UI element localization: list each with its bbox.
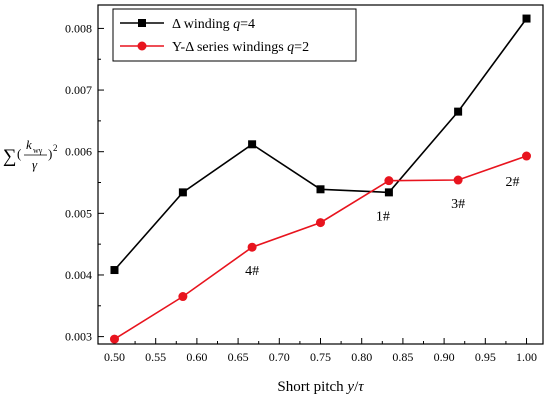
data-point-marker bbox=[109, 334, 119, 344]
x-tick-label: 0.75 bbox=[310, 350, 331, 364]
data-point-marker bbox=[110, 266, 119, 275]
series-0 bbox=[110, 14, 531, 275]
y-tick-label: 0.008 bbox=[65, 21, 92, 35]
y-label-close-paren: ) bbox=[48, 146, 52, 161]
data-point-marker bbox=[248, 140, 257, 149]
legend-label-part: Y-Δ series windings bbox=[172, 40, 287, 55]
legend-label-part: =4 bbox=[240, 17, 255, 32]
plot-frame bbox=[97, 4, 544, 345]
x-tick-label: 0.85 bbox=[392, 350, 413, 364]
x-tick-label: 1.00 bbox=[516, 350, 537, 364]
x-label-part: τ bbox=[358, 379, 364, 395]
y-label-open-paren: ( bbox=[17, 146, 21, 161]
y-label-numerator: k bbox=[26, 137, 32, 152]
y-tick-label: 0.003 bbox=[65, 330, 92, 344]
legend-label-part: q bbox=[287, 40, 294, 55]
legend-label-part: Δ winding bbox=[172, 17, 233, 32]
point-annotation: 2# bbox=[506, 175, 520, 190]
data-point-marker bbox=[178, 188, 187, 197]
series-1 bbox=[109, 151, 532, 344]
x-tick-label: 0.95 bbox=[475, 350, 496, 364]
data-point-marker bbox=[178, 292, 188, 302]
data-point-marker bbox=[316, 218, 325, 228]
x-tick-label: 0.60 bbox=[186, 350, 207, 364]
data-point-marker bbox=[247, 242, 257, 252]
x-label-part: y bbox=[345, 379, 354, 395]
y-tick-label: 0.005 bbox=[65, 206, 92, 220]
series-layer bbox=[109, 14, 532, 344]
point-annotation: 1# bbox=[376, 209, 390, 224]
data-point-marker bbox=[384, 176, 394, 186]
x-tick-label: 0.70 bbox=[269, 350, 290, 364]
point-annotation: 3# bbox=[451, 197, 465, 212]
data-point-marker bbox=[384, 188, 393, 197]
legend-label: Y-Δ series windings q=2 bbox=[172, 40, 309, 55]
y-label-denominator: γ bbox=[32, 157, 38, 172]
y-axis-label: ∑ ( k wγ γ ) 2 bbox=[3, 137, 58, 172]
x-axis-label: Short pitch y/τ bbox=[277, 379, 364, 395]
x-label-part: Short pitch bbox=[277, 379, 347, 395]
data-point-marker bbox=[453, 175, 463, 185]
legend-label-part: q bbox=[233, 17, 240, 32]
legend-label-part: =2 bbox=[294, 40, 309, 55]
point-annotations: 4# 1# 3# 2# bbox=[245, 175, 519, 279]
x-tick-label: 0.90 bbox=[434, 350, 455, 364]
y-label-sum: ∑ bbox=[3, 146, 17, 167]
legend-box bbox=[112, 8, 357, 62]
data-point-marker bbox=[454, 107, 463, 116]
legend-marker bbox=[138, 19, 146, 27]
legend-marker bbox=[137, 41, 147, 51]
y-label-numerator-subscript: wγ bbox=[33, 146, 43, 155]
x-tick-label: 0.55 bbox=[145, 350, 166, 364]
x-tick-label: 0.50 bbox=[104, 350, 125, 364]
axis-ticks: 0.50 0.55 0.60 0.65 0.70 0.75 0.80 0.85 0.90 0.95… bbox=[65, 21, 537, 364]
legend-label: Δ winding q=4 bbox=[172, 17, 255, 32]
y-tick-label: 0.007 bbox=[65, 83, 92, 97]
x-label-part: / bbox=[354, 379, 359, 395]
data-point-marker bbox=[316, 185, 325, 194]
data-point-marker bbox=[522, 14, 531, 23]
legend: Δ winding q=4Y-Δ series windings q=2 bbox=[112, 8, 357, 62]
data-point-marker bbox=[522, 151, 532, 161]
x-tick-label: 0.80 bbox=[351, 350, 372, 364]
y-label-exponent: 2 bbox=[53, 143, 58, 153]
x-tick-label: 0.65 bbox=[228, 350, 249, 364]
point-annotation: 4# bbox=[245, 264, 259, 279]
y-tick-label: 0.004 bbox=[65, 268, 92, 282]
y-tick-label: 0.006 bbox=[65, 145, 92, 159]
